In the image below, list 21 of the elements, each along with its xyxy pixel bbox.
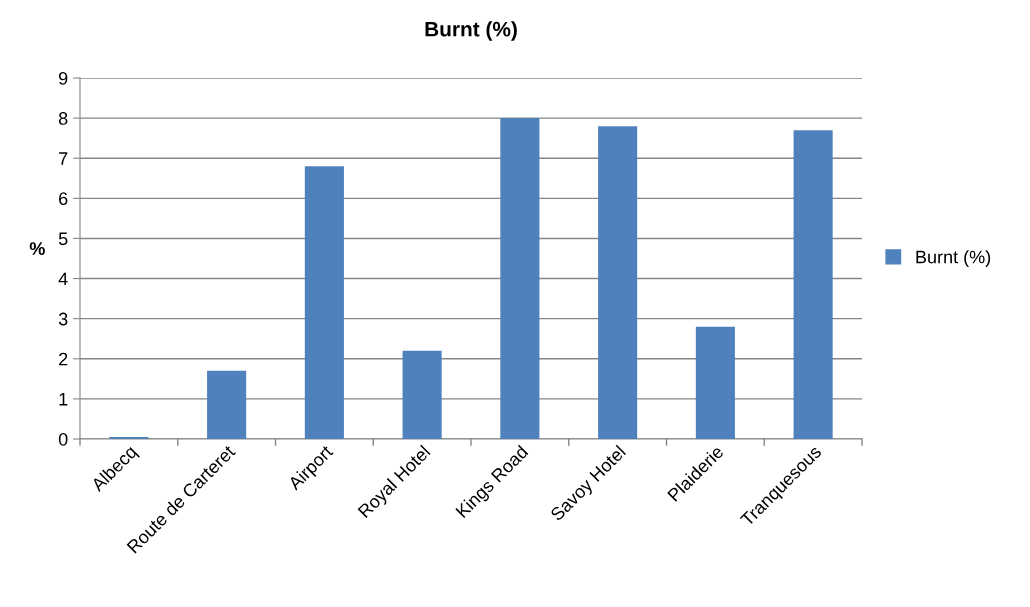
y-tick-label: 4 bbox=[58, 272, 68, 286]
y-tick-label: 3 bbox=[58, 312, 68, 326]
y-tick-label: 7 bbox=[59, 152, 68, 165]
bar bbox=[793, 130, 833, 439]
y-tick-label: 8 bbox=[58, 112, 68, 125]
y-axis-title: % bbox=[29, 242, 45, 255]
y-tick-label: 9 bbox=[59, 71, 68, 85]
bar bbox=[207, 370, 247, 439]
chart-title: Burnt (%) bbox=[425, 21, 517, 41]
bar bbox=[500, 118, 540, 439]
bar bbox=[598, 126, 638, 439]
bar bbox=[304, 166, 344, 439]
bar bbox=[402, 350, 442, 439]
y-tick-label: 2 bbox=[59, 352, 68, 366]
y-tick-label: 5 bbox=[58, 232, 68, 246]
bar bbox=[109, 436, 149, 439]
y-tick-label: 0 bbox=[58, 432, 68, 446]
legend-label: Burnt (%) bbox=[916, 250, 991, 267]
bar bbox=[695, 326, 735, 439]
y-tick-label: 6 bbox=[59, 192, 68, 206]
y-tick-label: 1 bbox=[59, 393, 68, 406]
